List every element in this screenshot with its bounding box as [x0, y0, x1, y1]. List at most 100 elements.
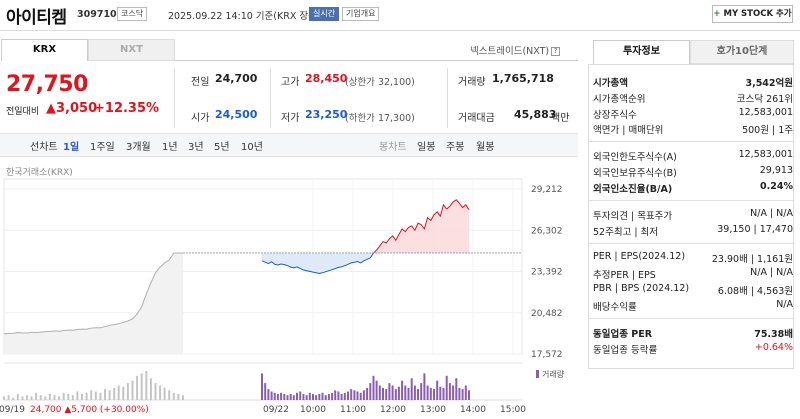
- tab-investment-info[interactable]: 투자정보: [593, 40, 690, 64]
- info-label: 외국인소진율(B/A): [593, 184, 673, 195]
- volume-bar: [94, 391, 97, 400]
- info-value: 39,150 | 17,470: [717, 224, 793, 235]
- info-label: 동일업종 PER: [593, 329, 653, 340]
- x-tick-label: 15:00: [500, 405, 526, 415]
- y-tick-label: 20,482: [531, 309, 563, 319]
- volume-bar: [327, 394, 330, 400]
- investment-info-panel: [588, 64, 794, 369]
- candle-monthly[interactable]: 월봉: [476, 142, 495, 153]
- info-row: 시가총액 3,542억원: [593, 75, 793, 89]
- chart-source: 한국거래소(KRX): [6, 168, 73, 178]
- volume-bar: [302, 394, 305, 400]
- info-value: 29,913: [759, 165, 793, 176]
- info-value: N/A | N/A: [750, 267, 793, 278]
- info-row: 추정PER | EPS N/A | N/A: [593, 267, 793, 281]
- volume-bar: [331, 392, 334, 401]
- company-name[interactable]: 아이티켐: [6, 8, 67, 28]
- info-label: 시가총액순위: [593, 94, 646, 105]
- info-row: 52주최고 | 최저 39,150 | 17,470: [593, 224, 793, 238]
- volume-bar: [280, 392, 283, 401]
- period-3m[interactable]: 3개월: [126, 142, 151, 153]
- volume-bar: [394, 389, 397, 400]
- quote-col-divider: [447, 68, 448, 128]
- x-tick-label: 10:00: [300, 405, 326, 415]
- amount-value: 45,883: [514, 108, 557, 121]
- x-tick-label: 14:00: [460, 405, 486, 415]
- volume-bar: [356, 391, 359, 400]
- period-1w[interactable]: 1주일: [90, 142, 115, 153]
- volume-bar: [286, 395, 289, 400]
- volume-bar: [439, 386, 442, 400]
- volume-bar: [375, 380, 378, 400]
- volume-bar: [149, 378, 152, 401]
- info-label: 동일업종 등락률: [593, 345, 658, 356]
- period-3y[interactable]: 3년: [188, 142, 204, 153]
- x-tick-label: 12:00: [380, 405, 406, 415]
- volume-bar: [413, 385, 416, 400]
- volume-bar: [177, 394, 180, 400]
- upper-limit: (상한가 32,100): [345, 77, 415, 88]
- period-10y[interactable]: 10년: [241, 142, 263, 153]
- volume-bar: [423, 373, 426, 400]
- info-row: 배당수익률 N/A: [593, 299, 793, 313]
- prev-close-value: 24,700: [215, 72, 258, 85]
- volume-bar: [140, 373, 143, 400]
- volume-bar: [417, 389, 419, 400]
- x-tick-label: 09/19: [0, 405, 25, 415]
- candle-weekly[interactable]: 주봉: [446, 142, 465, 153]
- volume-bar: [455, 378, 458, 401]
- volume-bar: [458, 387, 461, 400]
- info-row: 외국인한도주식수(A) 12,583,001: [593, 149, 793, 163]
- volume-bar: [429, 387, 432, 400]
- volume-bar: [270, 391, 273, 400]
- volume-bar: [267, 389, 270, 400]
- volume-bar: [366, 387, 369, 400]
- period-1d[interactable]: 1일: [63, 142, 80, 153]
- volume-value: 1,765,718: [492, 72, 554, 85]
- info-value: 75.38배: [754, 329, 793, 340]
- period-1y[interactable]: 1년: [162, 142, 178, 153]
- volume-bar: [99, 392, 102, 401]
- volume-bar: [404, 385, 407, 400]
- y-tick-label: 17,572: [531, 350, 563, 360]
- nxt-link[interactable]: 넥스트레이드(NXT)?: [470, 43, 561, 57]
- volume-bar: [461, 389, 464, 400]
- volume-bar: [312, 394, 314, 400]
- panel-separator: [588, 318, 794, 319]
- panel-separator: [588, 141, 794, 142]
- volume-bar: [452, 385, 455, 400]
- info-value: 23.90배 | 1,161원: [711, 254, 793, 265]
- volume-bar: [81, 394, 83, 400]
- volume-bar: [391, 385, 394, 400]
- price-chart[interactable]: 29,212 26,302 23,392 20,482 17,572 거래량 09/19 09…: [0, 172, 580, 419]
- tab-orderbook-10[interactable]: 호가10단계: [690, 40, 794, 64]
- realtime-badge[interactable]: 실시간: [309, 7, 340, 21]
- candle-daily[interactable]: 일봉: [417, 142, 436, 153]
- info-row: PER | EPS(2024.12) 23.90배 | 1,161원: [593, 251, 793, 265]
- volume-bar: [126, 383, 129, 400]
- high-value: 28,450: [305, 72, 348, 85]
- info-row: 시가총액순위 코스닥 261위: [593, 91, 793, 105]
- volume-bar: [276, 394, 279, 400]
- help-icon[interactable]: ?: [551, 47, 561, 56]
- price-divider: [174, 68, 175, 128]
- chart-period-bar: [0, 133, 578, 157]
- company-info-button[interactable]: 기업개요: [342, 7, 380, 21]
- volume-legend-swatch: [536, 370, 539, 378]
- tab-krx[interactable]: KRX: [1, 39, 88, 61]
- period-5y[interactable]: 5년: [214, 142, 230, 153]
- volume-bar: [433, 389, 435, 400]
- volume-bar: [359, 392, 362, 401]
- info-value: N/A: [776, 299, 793, 310]
- add-my-stock-button[interactable]: + MY STOCK 추가: [712, 5, 793, 23]
- tab-nxt[interactable]: NXT: [88, 39, 175, 61]
- volume-bar: [113, 387, 116, 400]
- down-area: [262, 253, 374, 274]
- header-divider: [0, 30, 800, 31]
- tab-underline: [175, 60, 578, 61]
- info-value: 12,583,001: [738, 107, 793, 118]
- info-value: 12,583,001: [738, 149, 793, 160]
- volume-bar: [159, 385, 162, 400]
- info-label: PBR | BPS (2024.12): [593, 283, 690, 294]
- info-row: PBR | BPS (2024.12) 6.08배 | 4,563원: [593, 283, 793, 297]
